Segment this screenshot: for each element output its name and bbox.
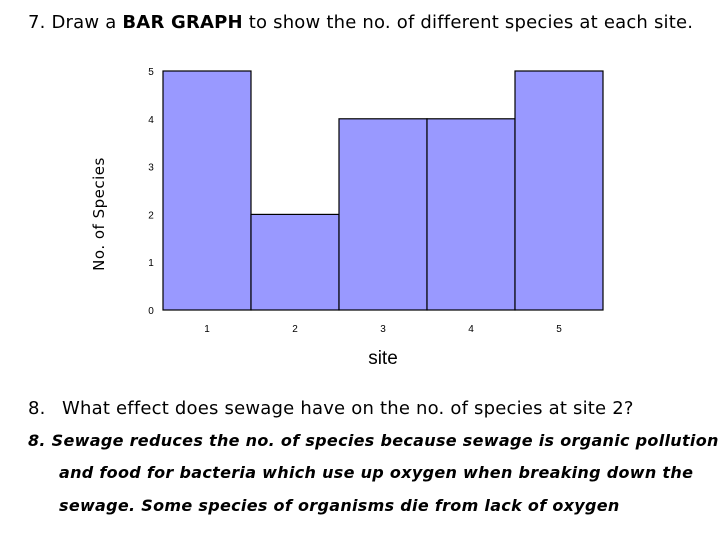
bar-site-5 xyxy=(514,70,604,311)
x-axis-label: site xyxy=(368,348,398,369)
answer-8-line-3: sewage. Some species of organisms die fr… xyxy=(59,496,620,515)
question-7-lead: Draw a xyxy=(51,12,117,33)
bar-site-4 xyxy=(426,118,516,311)
y-tick-label: 3 xyxy=(148,163,154,174)
y-tick-label: 2 xyxy=(148,210,154,221)
question-7-bold: BAR GRAPH xyxy=(122,12,243,33)
y-axis-label: No. of Species xyxy=(90,157,108,271)
y-tick-label: 0 xyxy=(148,306,154,317)
answer-8-line-1: 8. Sewage reduces the no. of species bec… xyxy=(28,431,719,450)
answer-8-line-2: and food for bacteria which use up oxyge… xyxy=(59,463,694,482)
x-tick-label: 2 xyxy=(292,324,298,335)
y-tick-label: 5 xyxy=(148,67,154,78)
x-tick-label: 4 xyxy=(468,324,474,335)
bar-site-2 xyxy=(250,213,340,311)
y-tick-label: 4 xyxy=(148,115,154,126)
bars-group xyxy=(162,70,604,311)
x-tick-label: 3 xyxy=(380,324,386,335)
bar-chart: 0 1 2 3 4 5 1 2 3 4 5 No. of Species site xyxy=(90,67,604,369)
question-8-text: What effect does sewage have on the no. … xyxy=(62,398,634,419)
question-7: 7. Draw a BAR GRAPH to show the no. of d… xyxy=(28,12,693,33)
x-tick-label: 1 xyxy=(204,324,210,335)
x-tick-label: 5 xyxy=(556,324,562,335)
bar-site-1 xyxy=(162,70,252,311)
y-tick-labels: 0 1 2 3 4 5 xyxy=(148,67,154,317)
question-8-number: 8. xyxy=(28,398,46,419)
y-tick-label: 1 xyxy=(148,258,154,269)
bar-site-3 xyxy=(338,118,428,311)
question-7-tail: to show the no. of different species at … xyxy=(248,12,694,33)
question-8: 8. What effect does sewage have on the no… xyxy=(28,398,634,419)
question-7-number: 7. xyxy=(28,12,46,33)
x-tick-labels: 1 2 3 4 5 xyxy=(204,324,562,335)
